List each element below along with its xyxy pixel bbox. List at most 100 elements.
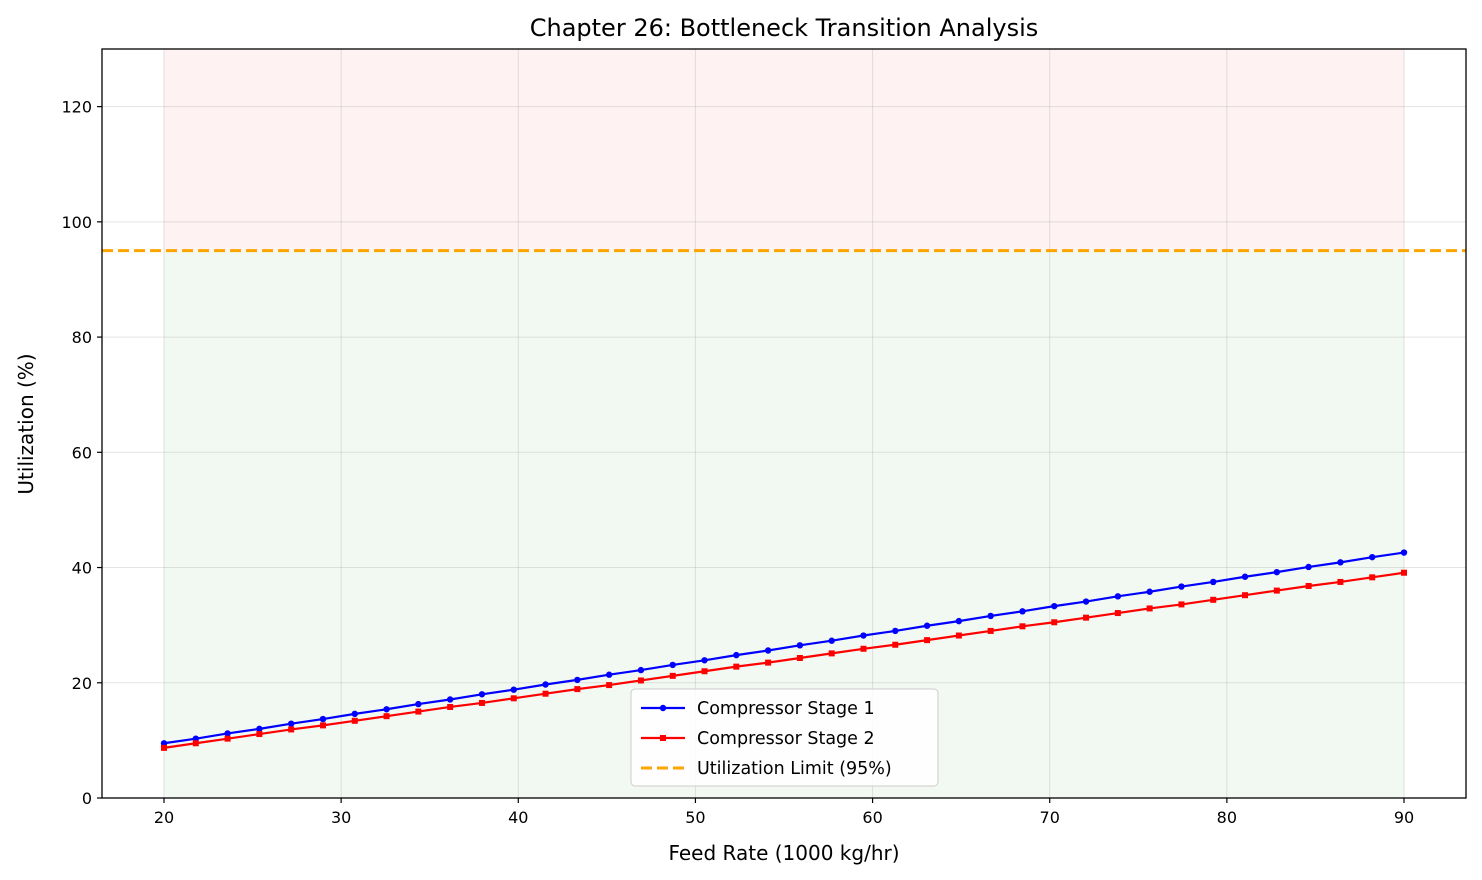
- data-point: [256, 731, 263, 738]
- data-point: [319, 715, 327, 723]
- data-point: [542, 690, 549, 697]
- x-tick-label: 50: [685, 808, 705, 827]
- data-point: [1083, 614, 1090, 621]
- legend-box: [630, 688, 939, 787]
- x-tick-label: 20: [154, 808, 174, 827]
- data-point: [1146, 605, 1153, 612]
- data-point: [351, 710, 358, 718]
- x-tick-label: 80: [1217, 808, 1237, 827]
- data-point: [1178, 583, 1185, 590]
- data-point: [542, 681, 549, 688]
- data-point: [574, 676, 581, 684]
- data-point: [828, 637, 835, 644]
- data-point: [1114, 593, 1122, 600]
- series-line-2: [163, 571, 1405, 749]
- plot-frame: [101, 48, 1467, 799]
- y-tick-label: 80: [72, 328, 92, 347]
- data-point: [1210, 596, 1217, 603]
- data-point: [1305, 582, 1312, 589]
- y-tick-label: 120: [61, 98, 92, 117]
- data-point: [1242, 592, 1249, 599]
- data-point: [796, 642, 804, 649]
- data-point: [1241, 573, 1249, 580]
- data-point: [510, 686, 517, 693]
- data-point: [447, 703, 454, 710]
- data-point: [1051, 602, 1058, 610]
- data-point: [1305, 563, 1312, 571]
- data-point: [1273, 568, 1281, 576]
- data-point: [765, 659, 772, 666]
- data-point: [605, 671, 613, 678]
- data-point: [892, 641, 899, 648]
- data-point: [1178, 601, 1185, 608]
- data-point: [606, 682, 613, 689]
- x-tick-label: 40: [508, 808, 528, 827]
- data-point: [637, 666, 645, 674]
- legend-entry-label: Compressor Stage 2: [697, 729, 875, 749]
- data-point: [828, 650, 835, 657]
- data-point: [288, 726, 295, 733]
- legend: Compressor Stage 1 Compressor Stage 2 Util…: [630, 688, 939, 787]
- series-group: [160, 549, 1408, 751]
- data-point: [955, 617, 963, 625]
- data-point: [892, 627, 899, 635]
- data-point: [1146, 588, 1153, 595]
- data-point: [256, 725, 263, 733]
- shaded-region-1: [164, 49, 1404, 251]
- data-point: [1369, 574, 1376, 581]
- data-point: [987, 627, 994, 634]
- data-point: [574, 686, 581, 693]
- data-point: [701, 657, 708, 664]
- data-point: [637, 677, 644, 684]
- data-point: [924, 637, 931, 644]
- data-point: [415, 708, 422, 715]
- data-point: [1401, 569, 1407, 576]
- data-point: [701, 668, 708, 675]
- data-point: [1051, 619, 1058, 626]
- data-point: [160, 740, 168, 747]
- data-point: [733, 651, 740, 659]
- data-point: [192, 740, 199, 747]
- data-point: [192, 735, 199, 742]
- y-tick-label: 100: [61, 213, 92, 232]
- data-point: [1369, 553, 1376, 561]
- data-point: [224, 730, 231, 737]
- data-point: [415, 700, 422, 708]
- series-line-1: [163, 551, 1405, 745]
- data-point: [1019, 623, 1026, 630]
- data-point: [478, 699, 485, 706]
- data-point: [1114, 610, 1121, 617]
- data-point: [446, 696, 454, 703]
- data-point: [287, 720, 295, 727]
- data-point: [383, 706, 390, 713]
- shaded-regions: [164, 49, 1404, 799]
- y-tick-label: 40: [72, 559, 92, 578]
- data-point: [669, 672, 676, 679]
- data-point: [955, 632, 962, 639]
- y-axis-ticks: 0 20 40 60 80 100 120: [61, 98, 102, 808]
- data-point: [478, 691, 486, 698]
- data-point: [1337, 578, 1344, 585]
- data-point: [860, 645, 867, 652]
- legend-swatch-marker: [659, 704, 667, 712]
- x-axis-ticks: 20 30 40 50 60 70 80 90: [154, 798, 1414, 827]
- data-point: [161, 744, 167, 751]
- data-point: [860, 632, 867, 639]
- data-point: [383, 713, 390, 720]
- y-tick-label: 20: [72, 674, 92, 693]
- data-point: [1337, 559, 1344, 566]
- x-tick-label: 60: [862, 808, 882, 827]
- data-point: [796, 654, 803, 661]
- data-point: [1400, 549, 1408, 556]
- data-point: [351, 717, 358, 724]
- legend-entry-label: Utilization Limit (95%): [697, 759, 892, 779]
- data-point: [923, 622, 931, 629]
- data-point: [1273, 587, 1280, 594]
- data-point: [764, 647, 772, 654]
- legend-entry-label: Compressor Stage 1: [697, 699, 875, 719]
- data-point: [669, 661, 676, 669]
- y-axis-label: Utilization (%): [14, 353, 38, 494]
- data-point: [1082, 598, 1090, 605]
- x-tick-label: 70: [1040, 808, 1060, 827]
